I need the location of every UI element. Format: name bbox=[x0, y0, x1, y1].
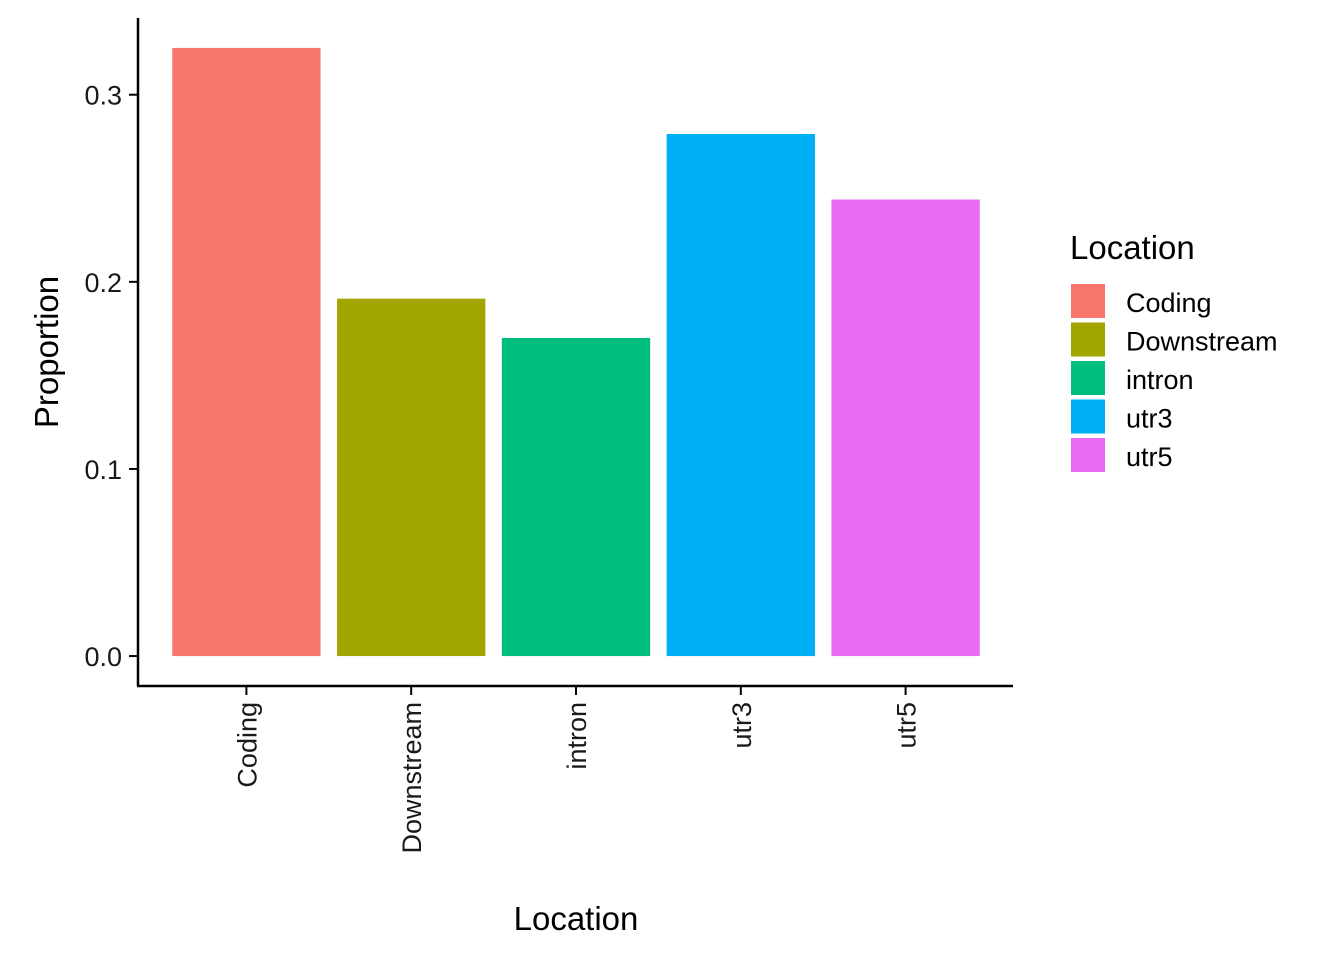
y-tick-label: 0.1 bbox=[84, 455, 122, 485]
y-axis-ticks: 0.0 0.1 0.2 0.3 bbox=[84, 81, 138, 672]
x-tick-label: intron bbox=[562, 702, 592, 770]
y-tick-label: 0.3 bbox=[84, 81, 122, 111]
x-tick-label: utr5 bbox=[892, 702, 922, 749]
legend-label: Downstream bbox=[1126, 327, 1278, 357]
legend-key-intron bbox=[1071, 361, 1105, 395]
legend-label: utr5 bbox=[1126, 442, 1173, 472]
bar-coding bbox=[172, 47, 321, 657]
y-tick-label: 0.0 bbox=[84, 642, 122, 672]
legend-label: utr3 bbox=[1126, 404, 1173, 434]
x-axis-ticks: Coding Downstream intron utr3 utr5 bbox=[232, 686, 922, 854]
legend-key-utr5 bbox=[1071, 438, 1105, 472]
x-tick-label: Coding bbox=[232, 702, 262, 788]
legend-items: Coding Downstream intron utr3 utr5 bbox=[1071, 284, 1278, 472]
legend: Location Coding Downstream intron utr3 utr5 bbox=[1070, 229, 1278, 472]
legend-label: intron bbox=[1126, 365, 1194, 395]
legend-title: Location bbox=[1070, 229, 1195, 266]
y-axis-title: Proportion bbox=[28, 276, 65, 428]
bars bbox=[172, 47, 980, 657]
legend-key-downstream bbox=[1071, 322, 1105, 357]
x-tick-label: utr3 bbox=[727, 702, 757, 749]
legend-label: Coding bbox=[1126, 288, 1212, 318]
x-tick-label: Downstream bbox=[397, 702, 427, 854]
bar-downstream bbox=[337, 298, 486, 657]
bar-utr3 bbox=[666, 134, 815, 657]
x-axis-title: Location bbox=[514, 900, 639, 937]
bar-utr5 bbox=[831, 199, 980, 657]
plot-area: 0.0 0.1 0.2 0.3 Coding Downstream intron utr3 u… bbox=[84, 18, 1013, 854]
legend-key-coding bbox=[1071, 284, 1105, 318]
y-tick-label: 0.2 bbox=[84, 268, 122, 298]
legend-key-utr3 bbox=[1071, 399, 1105, 434]
bar-intron bbox=[501, 337, 651, 657]
